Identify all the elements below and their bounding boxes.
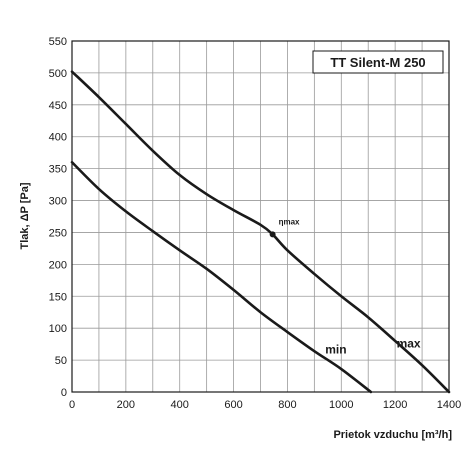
series-line-max [70,70,451,394]
chart-labels: max min ηmax [269,217,421,357]
x-tick-label: 800 [278,399,296,411]
series-line-min [70,160,373,394]
y-tick-label: 450 [49,100,67,112]
y-tick-label: 100 [49,323,67,335]
efficiency-max-label: ηmax [279,217,300,226]
series-label-min: min [325,343,346,357]
y-tick-label: 400 [49,132,67,144]
x-tick-label: 1400 [437,399,461,411]
x-tick-label: 1000 [329,399,353,411]
y-axis-label: Tlak, ΔP [Pa] [19,182,31,249]
y-tick-label: 0 [61,387,67,399]
series-label-max: max [397,336,421,350]
chart-series [70,70,451,394]
x-axis-label: Prietok vzduchu [m³/h] [333,429,452,441]
efficiency-max-point [269,231,276,238]
y-tick-label: 50 [55,355,67,367]
chart-ticks: 0 200 400 600 800 1000 1200 1400 0 50 100 150 200 250… [49,36,462,411]
x-tick-label: 200 [117,399,135,411]
y-tick-label: 350 [49,164,67,176]
y-tick-label: 150 [49,291,67,303]
y-tick-label: 250 [49,227,67,239]
x-tick-label: 400 [171,399,189,411]
y-tick-label: 200 [49,259,67,271]
x-tick-label: 1200 [383,399,407,411]
x-tick-label: 0 [69,399,75,411]
y-tick-label: 550 [49,36,67,48]
chart-grid [71,40,450,393]
y-tick-label: 300 [49,196,67,208]
chart-title-box [312,50,444,74]
x-tick-label: 600 [224,399,242,411]
y-tick-label: 500 [49,68,67,80]
plot-frame [71,40,450,393]
chart-title: TT Silent-M 250 [330,55,425,70]
